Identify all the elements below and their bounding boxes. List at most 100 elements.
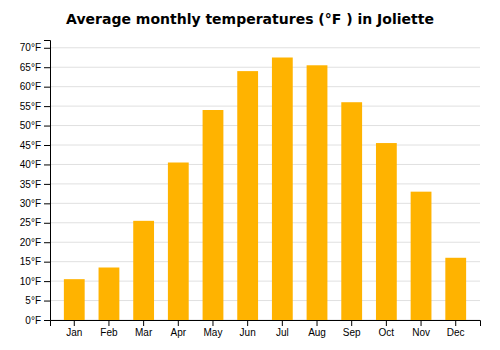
chart: Jan Feb Mar Apr May Jun Jul Aug Sep Oct Nov Dec 0°F 5… <box>0 0 500 350</box>
y-tick-mark <box>44 203 50 204</box>
x-tick: Jan <box>66 320 82 338</box>
x-tick-mark <box>386 320 387 326</box>
y-tick-mark <box>44 184 50 185</box>
bar <box>133 221 154 320</box>
x-tick-label: Apr <box>171 327 187 338</box>
x-tick-mark <box>74 320 75 326</box>
x-tick-mark <box>143 320 144 326</box>
x-axis: Jan Feb Mar Apr May Jun Jul Aug Sep Oct Nov Dec <box>51 320 481 338</box>
x-tick: Jun <box>240 320 256 338</box>
x-tick-label: Jan <box>66 327 82 338</box>
y-tick-mark <box>44 164 50 165</box>
y-tick-label: 60°F <box>20 81 41 92</box>
x-tick-label: Nov <box>412 327 430 338</box>
y-tick-label: 55°F <box>20 101 41 112</box>
y-tick-label: 40°F <box>20 159 41 170</box>
y-tick-mark <box>44 301 50 302</box>
x-tick-mark <box>178 320 179 326</box>
x-tick: Mar <box>135 320 153 338</box>
y-tick-label: 65°F <box>20 62 41 73</box>
x-tick: May <box>204 320 223 338</box>
y-tick-label: 50°F <box>20 120 41 131</box>
grid-line <box>50 106 480 107</box>
grid-line <box>50 164 480 165</box>
x-tick-mark <box>108 320 109 326</box>
x-tick: Oct <box>379 320 395 338</box>
y-tick: 35°F <box>20 179 50 190</box>
x-axis-line <box>51 321 481 327</box>
grid-line <box>50 183 480 184</box>
y-tick-mark <box>44 48 50 49</box>
y-tick: 15°F <box>20 256 50 267</box>
bar <box>99 268 120 321</box>
title: Average monthly temperatures (°F ) in Jo… <box>66 11 434 27</box>
y-axis-line <box>44 41 51 321</box>
y-tick-mark <box>44 106 50 107</box>
bar <box>168 163 189 321</box>
x-tick: Feb <box>100 320 118 338</box>
x-tick-mark <box>247 320 248 326</box>
x-tick-label: Mar <box>135 327 153 338</box>
y-tick: 10°F <box>20 276 50 287</box>
x-tick-label: Aug <box>308 327 326 338</box>
bar <box>203 110 224 320</box>
y-tick: 20°F <box>20 237 50 248</box>
bar <box>64 279 85 320</box>
grid-line <box>50 125 480 126</box>
y-tick-label: 45°F <box>20 140 41 151</box>
grid-line <box>50 145 480 146</box>
y-tick-mark <box>44 262 50 263</box>
y-tick: 70°F <box>20 42 50 53</box>
y-tick: 0°F <box>25 315 50 326</box>
bar <box>411 192 432 320</box>
y-tick-label: 10°F <box>20 276 41 287</box>
y-tick: 55°F <box>20 101 50 112</box>
grid-line <box>50 86 480 87</box>
bar <box>445 258 466 320</box>
y-tick-label: 5°F <box>25 295 41 306</box>
y-tick-mark <box>44 145 50 146</box>
bars <box>64 58 466 321</box>
bar <box>237 71 258 320</box>
x-tick-label: Sep <box>343 327 361 338</box>
y-tick-label: 20°F <box>20 237 41 248</box>
x-tick-label: Feb <box>100 327 118 338</box>
bar <box>341 102 362 320</box>
x-tick: Aug <box>308 320 326 338</box>
y-tick-mark <box>44 87 50 88</box>
x-tick-label: Jul <box>276 327 289 338</box>
y-tick-mark <box>44 67 50 68</box>
x-tick-mark <box>212 320 213 326</box>
x-tick-label: Jun <box>240 327 256 338</box>
x-tick: Jul <box>276 320 289 338</box>
y-tick-label: 30°F <box>20 198 41 209</box>
y-tick-mark <box>44 223 50 224</box>
bar <box>307 65 328 320</box>
x-tick-label: Dec <box>447 327 465 338</box>
x-tick: Sep <box>343 320 361 338</box>
y-axis: 0°F 5°F 10°F 15°F 20°F 25°F 30°F 35°F 40°F 45°F 50… <box>20 41 51 326</box>
x-tick-label: Oct <box>379 327 395 338</box>
y-tick: 50°F <box>20 120 50 131</box>
x-tick: Nov <box>412 320 430 338</box>
x-tick-mark <box>421 320 422 326</box>
y-tick-mark <box>44 281 50 282</box>
y-tick-label: 25°F <box>20 217 41 228</box>
y-tick: 30°F <box>20 198 50 209</box>
bar <box>376 143 397 320</box>
plot: Jan Feb Mar Apr May Jun Jul Aug Sep Oct Nov Dec 0°F 5… <box>20 41 481 339</box>
y-tick: 60°F <box>20 81 50 92</box>
y-tick: 40°F <box>20 159 50 170</box>
x-tick-mark <box>455 320 456 326</box>
grid-line <box>50 47 480 48</box>
x-tick-mark <box>351 320 352 326</box>
grid-line <box>50 67 480 68</box>
y-tick: 45°F <box>20 140 50 151</box>
bar <box>272 58 293 321</box>
y-tick: 65°F <box>20 62 50 73</box>
x-tick-mark <box>317 320 318 326</box>
y-tick-label: 0°F <box>25 315 41 326</box>
y-tick-mark <box>44 242 50 243</box>
y-tick-mark <box>44 320 50 321</box>
x-tick: Apr <box>171 320 187 338</box>
